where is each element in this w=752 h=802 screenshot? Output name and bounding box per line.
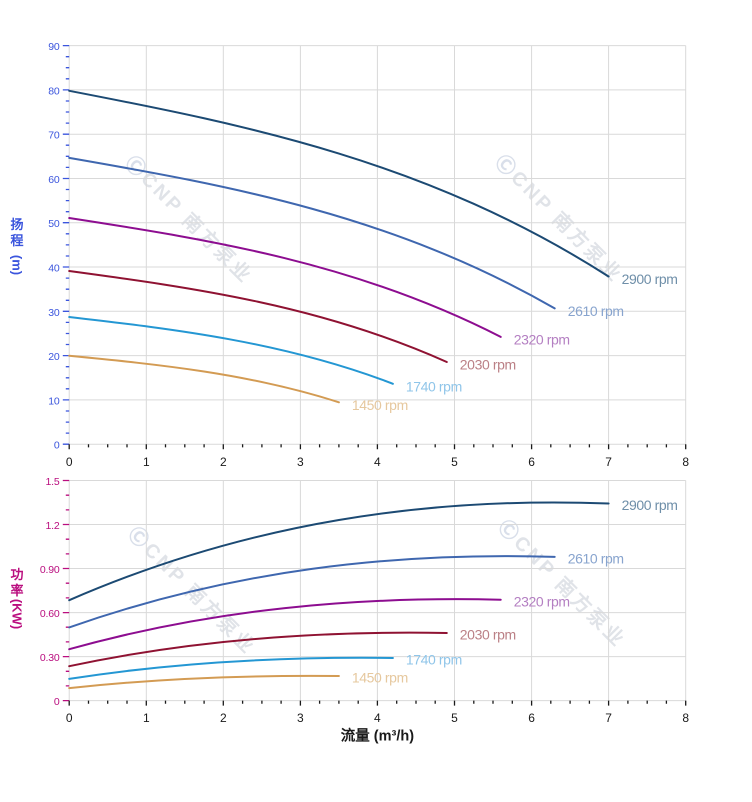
svg-text:扬: 扬 bbox=[10, 217, 23, 232]
svg-text:2030 rpm: 2030 rpm bbox=[460, 627, 516, 643]
svg-text:0.90: 0.90 bbox=[40, 564, 60, 576]
svg-text:功: 功 bbox=[10, 567, 23, 582]
svg-text:6: 6 bbox=[528, 455, 535, 469]
svg-text:90: 90 bbox=[48, 41, 60, 53]
svg-text:0.60: 0.60 bbox=[40, 608, 60, 620]
svg-text:0: 0 bbox=[54, 440, 60, 452]
svg-text:6: 6 bbox=[528, 711, 535, 725]
svg-text:2: 2 bbox=[220, 455, 227, 469]
svg-text:70: 70 bbox=[48, 130, 60, 142]
svg-text:1: 1 bbox=[143, 711, 150, 725]
svg-text:程: 程 bbox=[10, 233, 23, 248]
svg-text:30: 30 bbox=[48, 307, 60, 319]
svg-text:(m): (m) bbox=[10, 255, 25, 275]
svg-text:率: 率 bbox=[10, 583, 23, 598]
svg-text:7: 7 bbox=[605, 711, 612, 725]
svg-text:4: 4 bbox=[374, 711, 381, 725]
svg-text:2900 rpm: 2900 rpm bbox=[622, 497, 678, 513]
svg-text:50: 50 bbox=[48, 218, 60, 230]
svg-text:60: 60 bbox=[48, 174, 60, 186]
svg-text:20: 20 bbox=[48, 351, 60, 363]
svg-text:7: 7 bbox=[605, 455, 612, 469]
svg-text:8: 8 bbox=[682, 455, 689, 469]
svg-text:2320 rpm: 2320 rpm bbox=[514, 332, 570, 348]
svg-text:2900 rpm: 2900 rpm bbox=[622, 271, 678, 287]
svg-text:2030 rpm: 2030 rpm bbox=[460, 357, 516, 373]
svg-text:1740 rpm: 1740 rpm bbox=[406, 652, 462, 668]
svg-text:5: 5 bbox=[451, 711, 458, 725]
svg-text:1450 rpm: 1450 rpm bbox=[352, 397, 408, 413]
svg-text:40: 40 bbox=[48, 263, 60, 275]
svg-text:5: 5 bbox=[451, 455, 458, 469]
svg-text:0: 0 bbox=[66, 711, 73, 725]
svg-text:0: 0 bbox=[54, 696, 60, 708]
svg-text:2610 rpm: 2610 rpm bbox=[568, 303, 624, 319]
svg-text:3: 3 bbox=[297, 455, 304, 469]
svg-text:0: 0 bbox=[66, 455, 73, 469]
svg-text:1: 1 bbox=[143, 455, 150, 469]
svg-text:8: 8 bbox=[682, 711, 689, 725]
svg-text:1.2: 1.2 bbox=[46, 520, 60, 532]
svg-text:2320 rpm: 2320 rpm bbox=[514, 593, 570, 609]
svg-text:0.30: 0.30 bbox=[40, 652, 60, 664]
svg-text:2: 2 bbox=[220, 711, 227, 725]
svg-text:3: 3 bbox=[297, 711, 304, 725]
svg-text:2610 rpm: 2610 rpm bbox=[568, 551, 624, 567]
svg-text:10: 10 bbox=[48, 395, 60, 407]
svg-text:(KW): (KW) bbox=[10, 599, 25, 629]
svg-text:1450 rpm: 1450 rpm bbox=[352, 670, 408, 686]
svg-text:80: 80 bbox=[48, 85, 60, 97]
svg-text:流量 (m³/h): 流量 (m³/h) bbox=[341, 727, 414, 745]
svg-text:1740 rpm: 1740 rpm bbox=[406, 378, 462, 394]
svg-text:4: 4 bbox=[374, 455, 381, 469]
svg-text:1.5: 1.5 bbox=[46, 476, 60, 488]
